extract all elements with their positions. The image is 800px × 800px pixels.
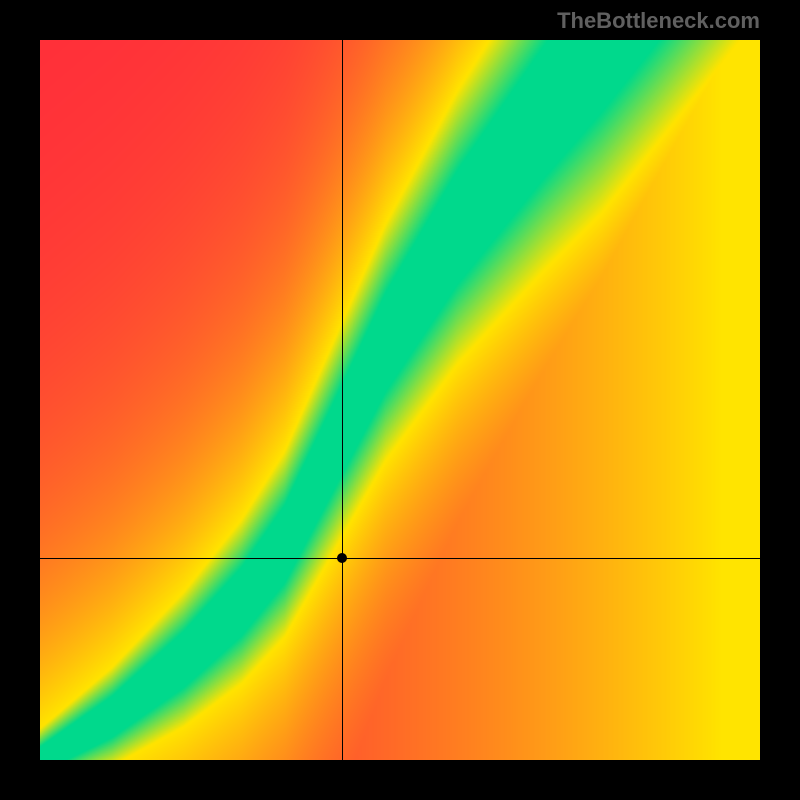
crosshair-vertical [342, 40, 343, 760]
crosshair-horizontal [40, 558, 760, 559]
plot-area [40, 40, 760, 760]
heatmap-canvas [40, 40, 760, 760]
chart-container: TheBottleneck.com [0, 0, 800, 800]
data-point-marker [337, 553, 347, 563]
watermark-text: TheBottleneck.com [557, 8, 760, 34]
